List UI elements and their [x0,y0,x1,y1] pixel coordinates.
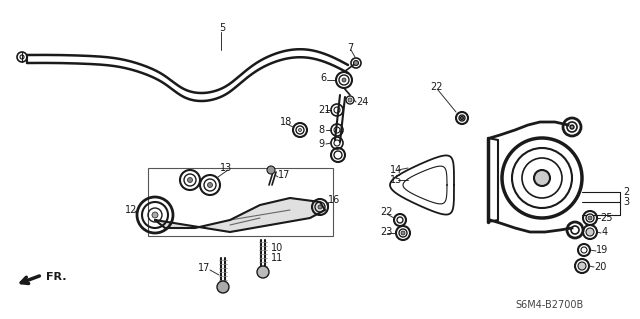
Circle shape [401,231,405,235]
Circle shape [461,116,463,120]
Text: 21: 21 [318,105,330,115]
Circle shape [586,214,594,222]
Circle shape [578,262,586,270]
Text: 19: 19 [596,245,608,255]
Text: 16: 16 [328,195,340,205]
Text: 24: 24 [356,97,369,107]
Circle shape [348,98,352,102]
Circle shape [298,129,301,131]
Bar [148,168,333,236]
Text: 7: 7 [347,43,353,53]
Text: 17: 17 [198,263,210,273]
Text: 2: 2 [623,187,629,197]
Circle shape [342,78,346,82]
Circle shape [534,170,550,186]
Text: S6M4-B2700B: S6M4-B2700B [515,300,583,310]
Text: 11: 11 [271,253,284,263]
Text: 23: 23 [380,227,392,237]
Circle shape [188,177,193,182]
Circle shape [353,61,358,65]
Polygon shape [155,198,325,232]
Text: 18: 18 [280,117,292,127]
Text: 5: 5 [219,23,225,33]
Circle shape [152,212,158,218]
Circle shape [267,166,275,174]
Circle shape [207,182,212,188]
Circle shape [588,216,592,220]
Text: FR.: FR. [46,272,67,282]
Text: 22: 22 [380,207,392,217]
Text: 20: 20 [594,262,606,272]
Text: 9: 9 [318,139,324,149]
Circle shape [318,205,322,209]
Text: 13: 13 [220,163,232,173]
Text: 15: 15 [390,175,403,185]
Text: 10: 10 [271,243,284,253]
Circle shape [217,281,229,293]
Text: 8: 8 [318,125,324,135]
Circle shape [257,266,269,278]
Text: 12: 12 [125,205,138,215]
Circle shape [570,125,574,129]
Text: 6: 6 [320,73,326,83]
Text: 22: 22 [430,82,442,92]
Text: 25: 25 [600,213,612,223]
Text: 4: 4 [602,227,608,237]
Text: 17: 17 [278,170,291,180]
Circle shape [586,228,594,236]
Text: 14: 14 [390,165,403,175]
Text: 3: 3 [623,197,629,207]
